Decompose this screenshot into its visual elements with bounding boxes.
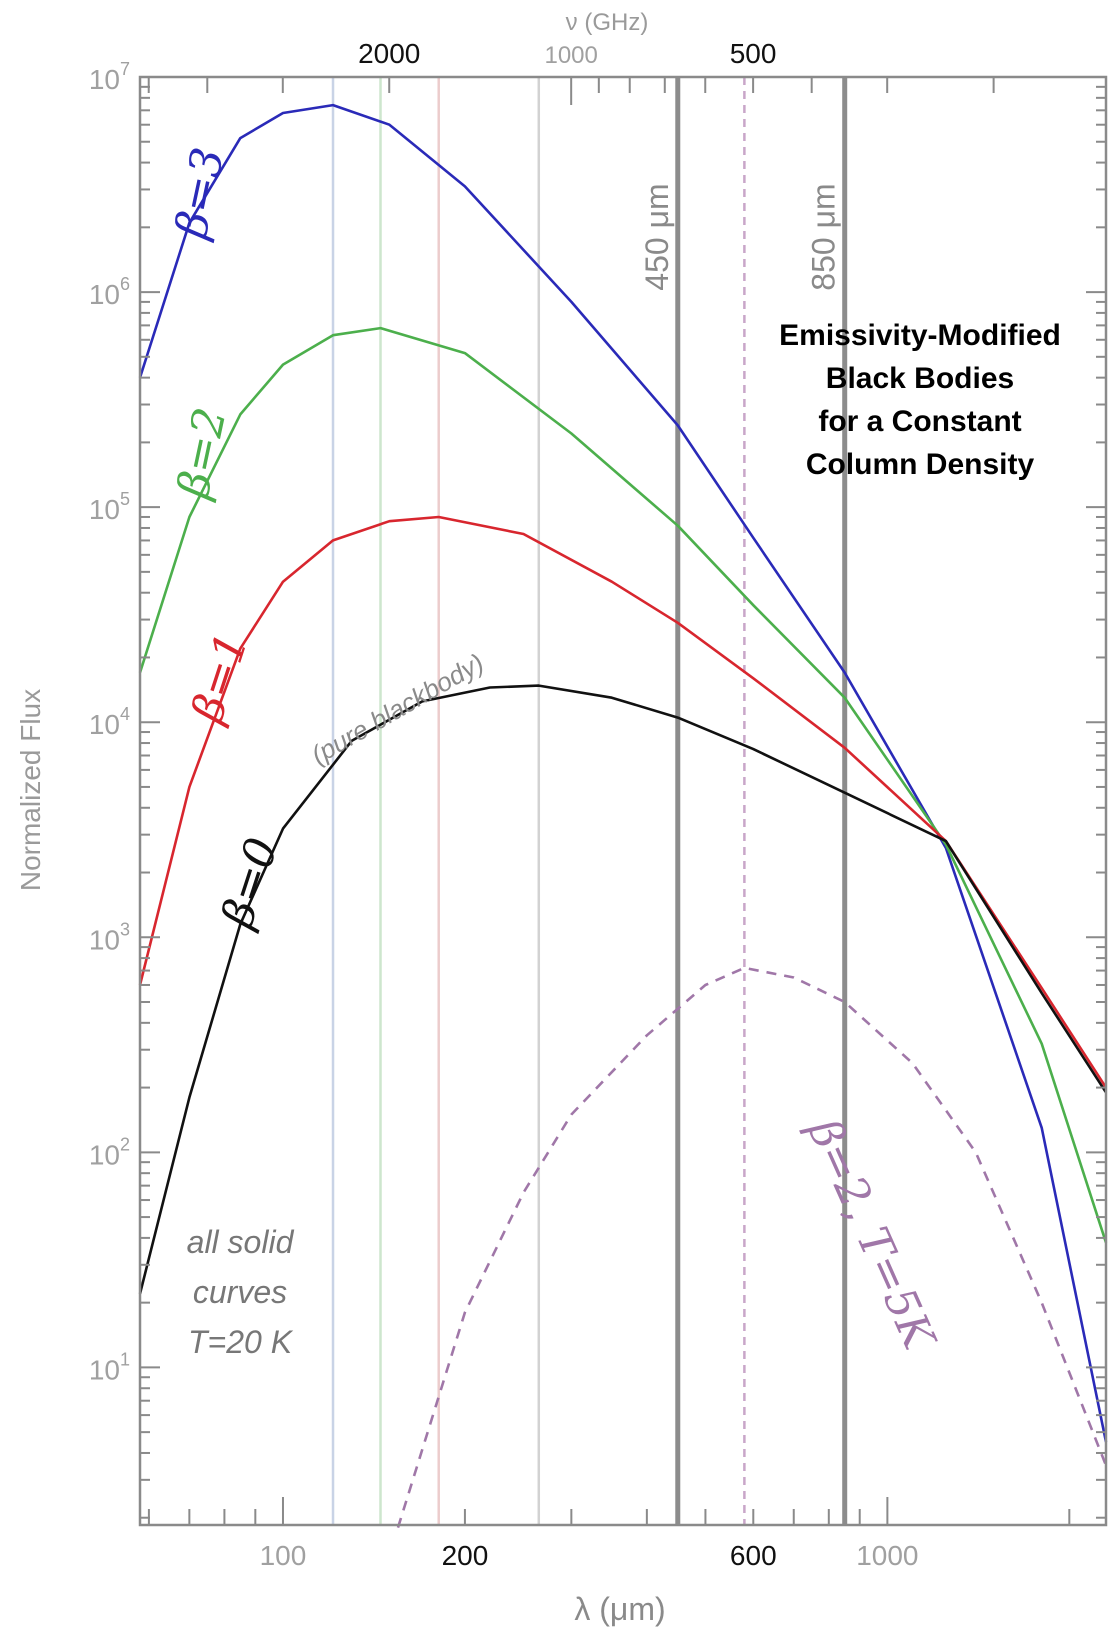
- note-line-1: all solid: [187, 1224, 295, 1260]
- reference-label-0: 450 μm: [639, 183, 675, 290]
- series-line-2: [138, 515, 1108, 1089]
- y-tick-label-4: 105: [89, 489, 130, 525]
- label-beta-2-t-5k: β=2, T=5K: [797, 1110, 945, 1359]
- y-tick-label-3: 104: [89, 704, 130, 740]
- top-axis-title: ν (GHz): [566, 9, 649, 36]
- top-tick-label-0: 2000: [358, 38, 420, 69]
- y-tick-label-2: 103: [89, 919, 130, 955]
- label-beta-3: β=3: [165, 143, 234, 244]
- label-beta-0: β=0: [211, 832, 288, 936]
- note-line-3: T=20 K: [188, 1324, 294, 1360]
- label-beta-1: β=1: [181, 627, 258, 731]
- chart-title-line-4: Column Density: [806, 448, 1035, 481]
- series-line-4: [396, 966, 1108, 1528]
- y-tick-label-0: 101: [89, 1349, 130, 1385]
- chart-title-line-2: Black Bodies: [826, 362, 1014, 395]
- label-beta-2: β=2: [167, 403, 236, 504]
- reference-label-1: 850 μm: [806, 183, 842, 290]
- y-tick-label-5: 106: [89, 274, 130, 310]
- y-tick-label-1: 102: [89, 1134, 130, 1170]
- x-tick-label-0: 100: [260, 1540, 307, 1571]
- chart-title-line-3: for a Constant: [818, 405, 1021, 438]
- x-axis-title: λ (μm): [574, 1591, 665, 1627]
- chart-title-line-1: Emissivity-Modified: [779, 319, 1061, 352]
- guide-lines: [331, 77, 746, 1525]
- axes: [138, 75, 1108, 1527]
- series-line-3: [138, 684, 1108, 1295]
- y-tick-label-6: 107: [89, 59, 130, 95]
- series-line-1: [138, 326, 1108, 1244]
- ticks: [140, 76, 1106, 1525]
- x-tick-label-2: 600: [730, 1540, 777, 1571]
- top-tick-label-2: 500: [730, 38, 777, 69]
- plot-frame: [138, 75, 1108, 1527]
- series-layer: [138, 103, 1108, 1528]
- tick-labels: 101 102 103 104 105 106 107 100 200 600 1000 2000 10…: [89, 38, 919, 1571]
- reference-lines: 450 μm 850 μm: [639, 77, 848, 1525]
- top-tick-label-1: 1000: [544, 42, 597, 69]
- x-tick-label-1: 200: [442, 1540, 489, 1571]
- y-axis-title: Normalized Flux: [15, 689, 46, 891]
- note-line-2: curves: [193, 1274, 287, 1310]
- x-tick-label-3: 1000: [856, 1540, 918, 1571]
